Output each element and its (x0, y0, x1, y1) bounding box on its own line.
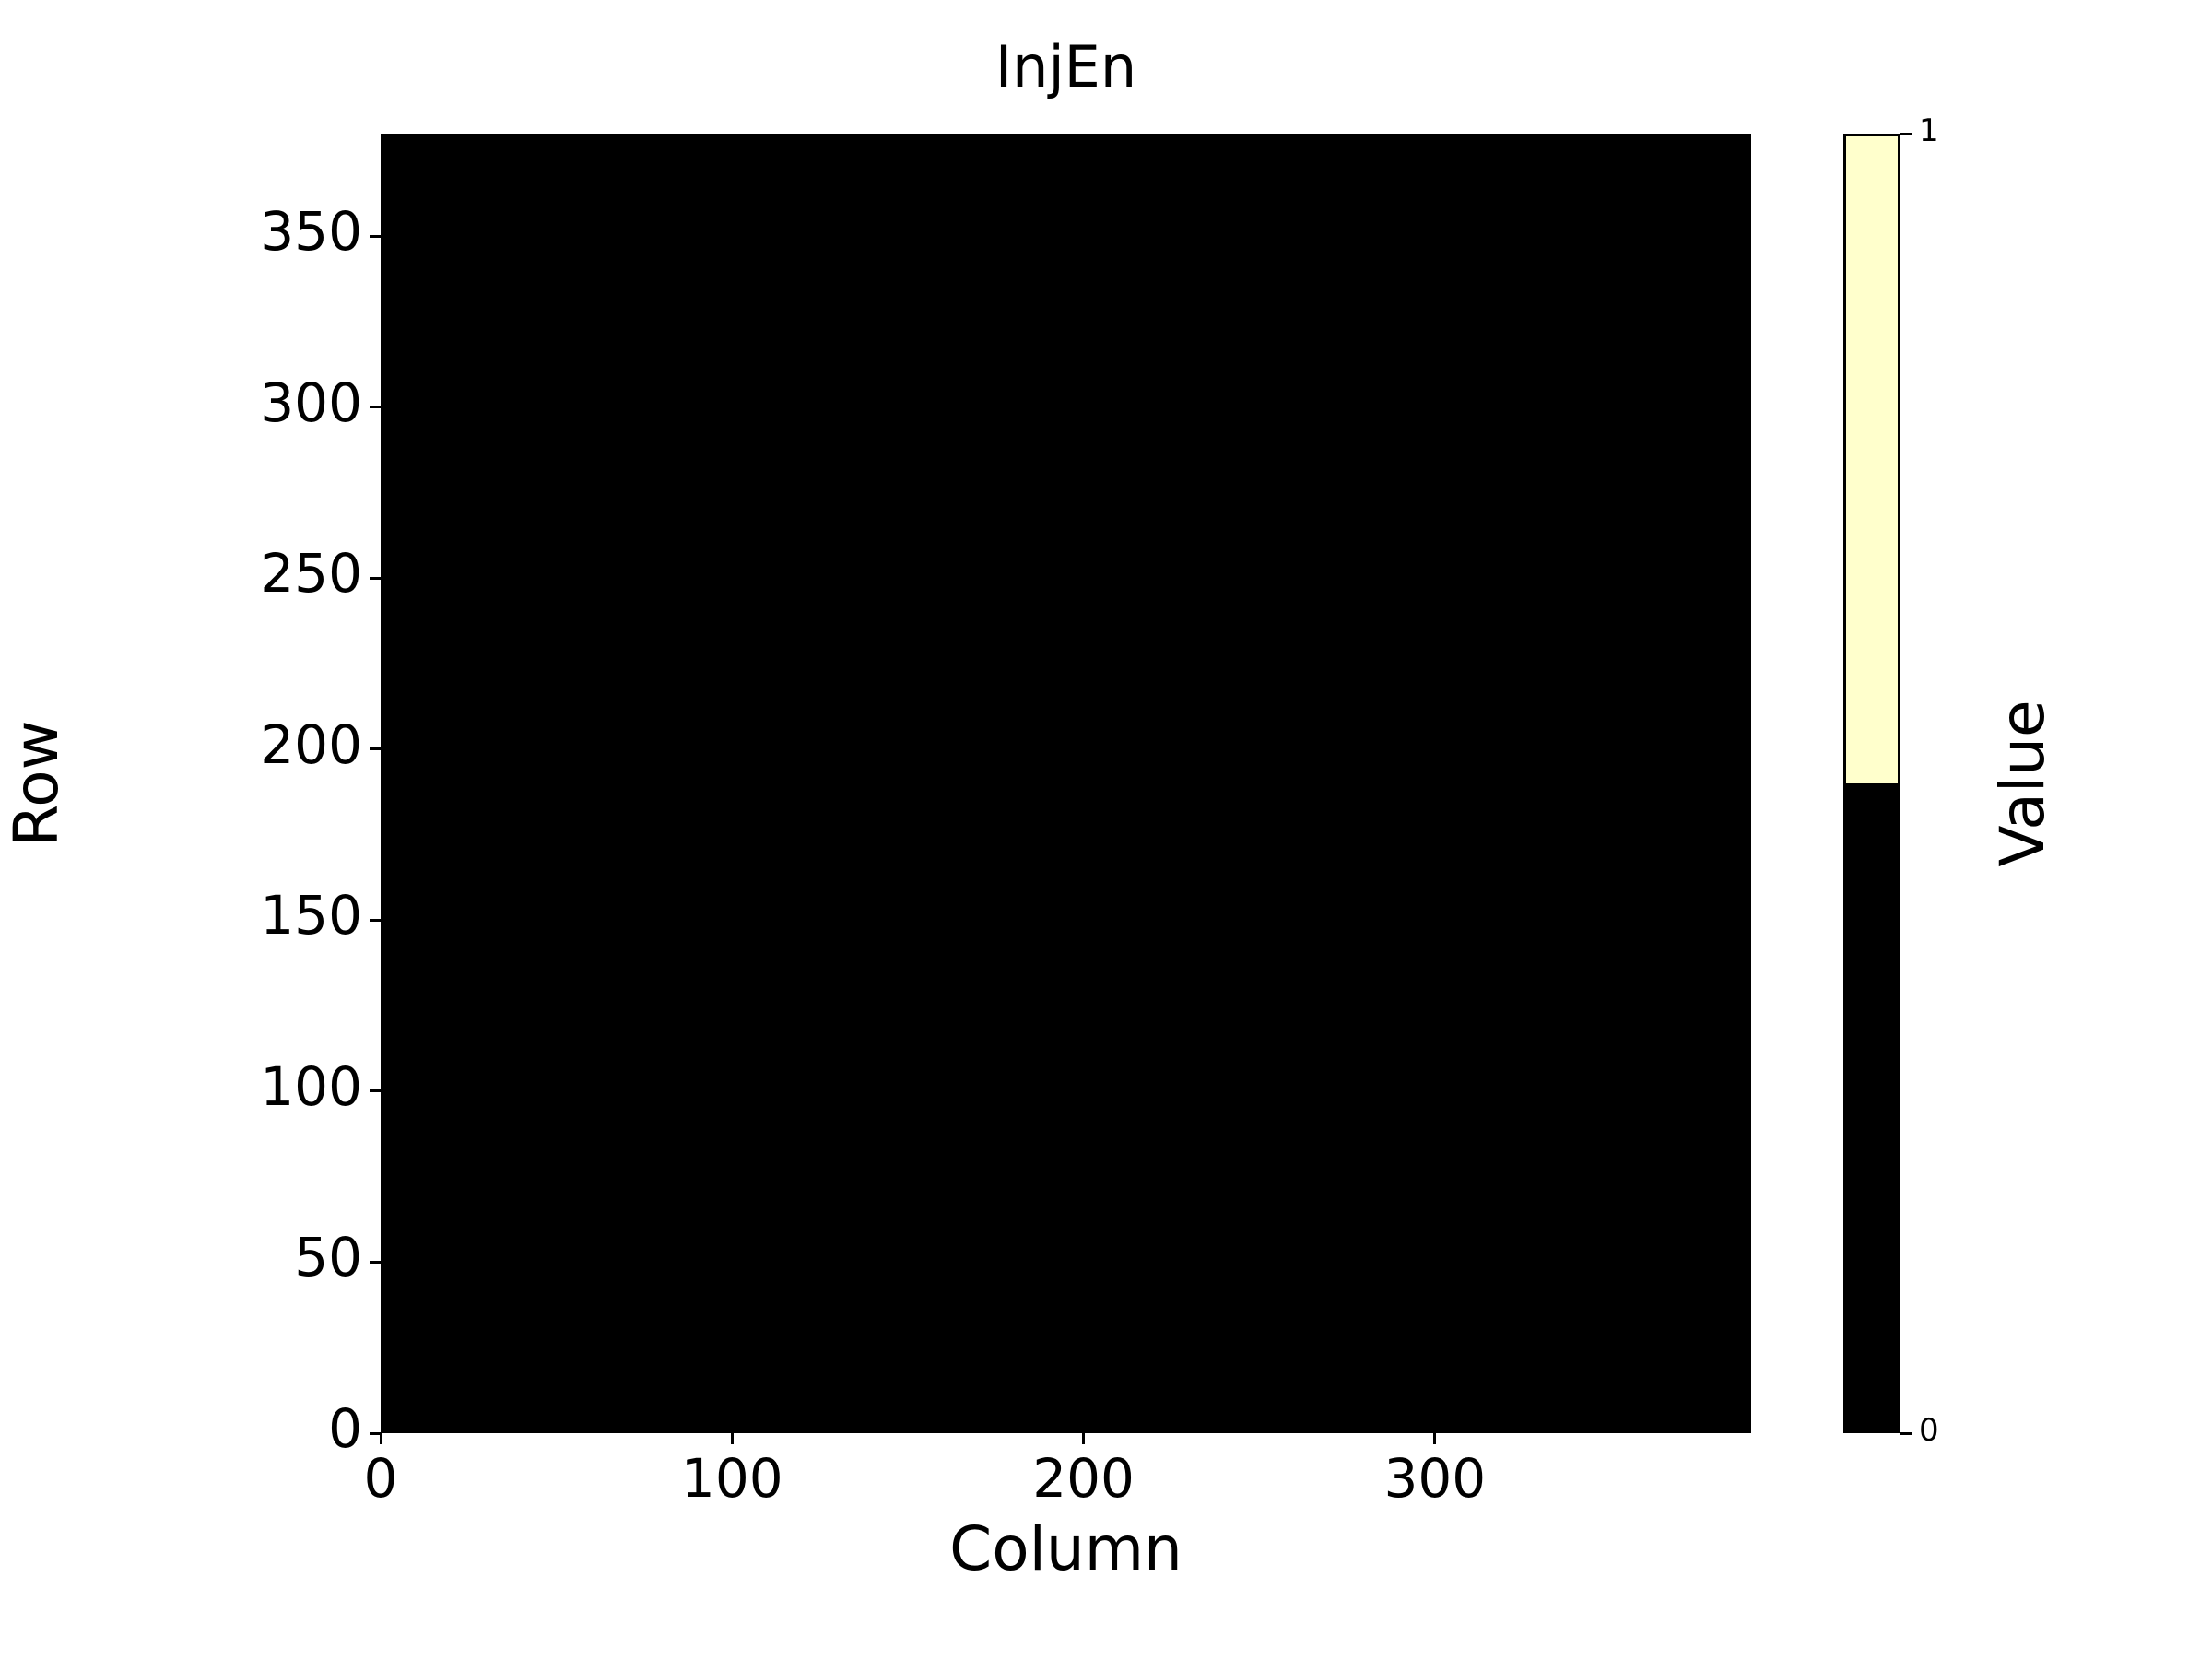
y-tick-label: 300 (260, 371, 362, 434)
y-tick-mark (370, 576, 381, 580)
heatmap-plot-area[interactable] (381, 134, 1751, 1433)
y-tick-label: 50 (294, 1226, 362, 1289)
y-tick-mark (370, 1089, 381, 1093)
y-tick-label: 250 (260, 542, 362, 606)
y-tick-mark (370, 406, 381, 409)
y-tick-mark (370, 1431, 381, 1435)
x-axis-label: Column (949, 1513, 1182, 1584)
x-tick-label: 0 (363, 1447, 398, 1510)
y-tick-label: 200 (260, 712, 362, 776)
y-tick-mark (370, 1260, 381, 1264)
x-tick-label: 100 (680, 1447, 783, 1510)
colorbar-tick-mark (1900, 132, 1912, 135)
y-tick-label: 150 (260, 884, 362, 947)
y-tick-mark (370, 747, 381, 751)
x-tick-mark (730, 1433, 734, 1444)
page-title: InjEn (994, 33, 1137, 100)
colorbar-tick-label: 1 (1919, 112, 1939, 149)
x-tick-label: 300 (1383, 1447, 1487, 1510)
x-tick-mark (379, 1433, 382, 1444)
colorbar[interactable] (1843, 134, 1900, 1433)
y-tick-label: 0 (328, 1397, 362, 1460)
y-tick-mark (370, 234, 381, 238)
y-tick-label: 100 (260, 1054, 362, 1118)
y-tick-mark (370, 918, 381, 922)
x-tick-mark (1082, 1433, 1086, 1444)
colorbar-tick-mark (1900, 1431, 1912, 1435)
heatmap-image (381, 134, 1751, 1433)
x-tick-mark (1433, 1433, 1437, 1444)
colorbar-gradient (1846, 136, 1898, 1430)
colorbar-tick-label: 0 (1919, 1412, 1939, 1449)
x-tick-label: 200 (1032, 1447, 1135, 1510)
y-tick-label: 350 (260, 200, 362, 264)
colorbar-label: Value (1987, 700, 2058, 867)
y-axis-label: Row (1, 720, 72, 847)
